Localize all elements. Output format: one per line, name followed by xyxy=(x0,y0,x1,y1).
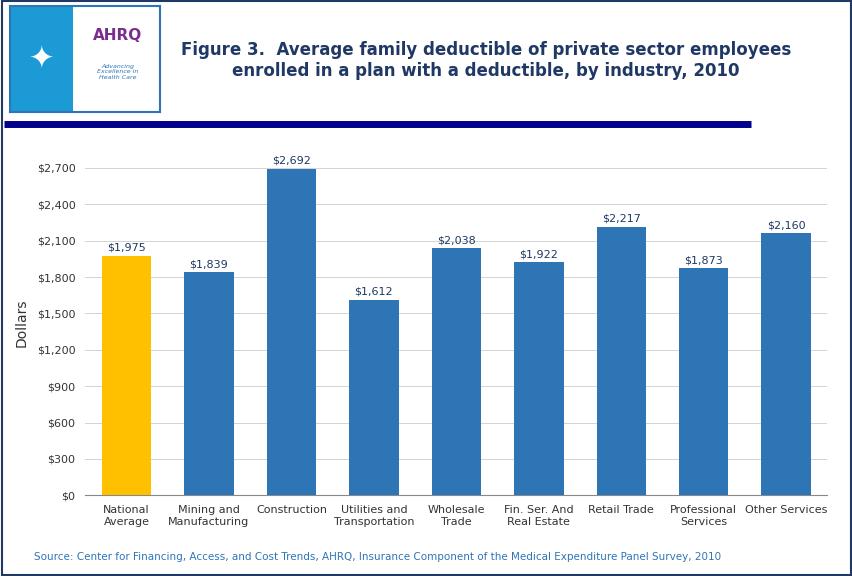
Bar xyxy=(431,248,481,495)
Text: Advancing
Excellence in
Health Care: Advancing Excellence in Health Care xyxy=(97,63,138,80)
Bar xyxy=(267,169,316,495)
Text: $2,160: $2,160 xyxy=(766,221,804,230)
Text: $1,975: $1,975 xyxy=(107,243,146,253)
Text: AHRQ: AHRQ xyxy=(93,28,142,43)
Bar xyxy=(514,262,563,495)
Bar xyxy=(761,233,810,495)
Bar xyxy=(101,256,151,495)
Text: Figure 3.  Average family deductible of private sector employees
enrolled in a p: Figure 3. Average family deductible of p… xyxy=(181,41,791,80)
Bar xyxy=(10,6,72,112)
Text: $1,873: $1,873 xyxy=(683,255,722,265)
Text: $1,612: $1,612 xyxy=(354,287,393,297)
Text: $2,692: $2,692 xyxy=(272,156,310,166)
Text: $1,839: $1,839 xyxy=(189,259,228,270)
Bar xyxy=(72,6,159,112)
Text: Source: Center for Financing, Access, and Cost Trends, AHRQ, Insurance Component: Source: Center for Financing, Access, an… xyxy=(34,552,721,562)
Bar xyxy=(184,272,233,495)
Text: $1,922: $1,922 xyxy=(519,249,557,259)
Y-axis label: Dollars: Dollars xyxy=(14,298,28,347)
Bar xyxy=(678,268,728,495)
Bar xyxy=(348,300,398,495)
Bar xyxy=(596,226,645,495)
Text: $2,217: $2,217 xyxy=(602,214,640,223)
Text: ✦: ✦ xyxy=(29,44,55,74)
Text: $2,038: $2,038 xyxy=(436,235,475,245)
